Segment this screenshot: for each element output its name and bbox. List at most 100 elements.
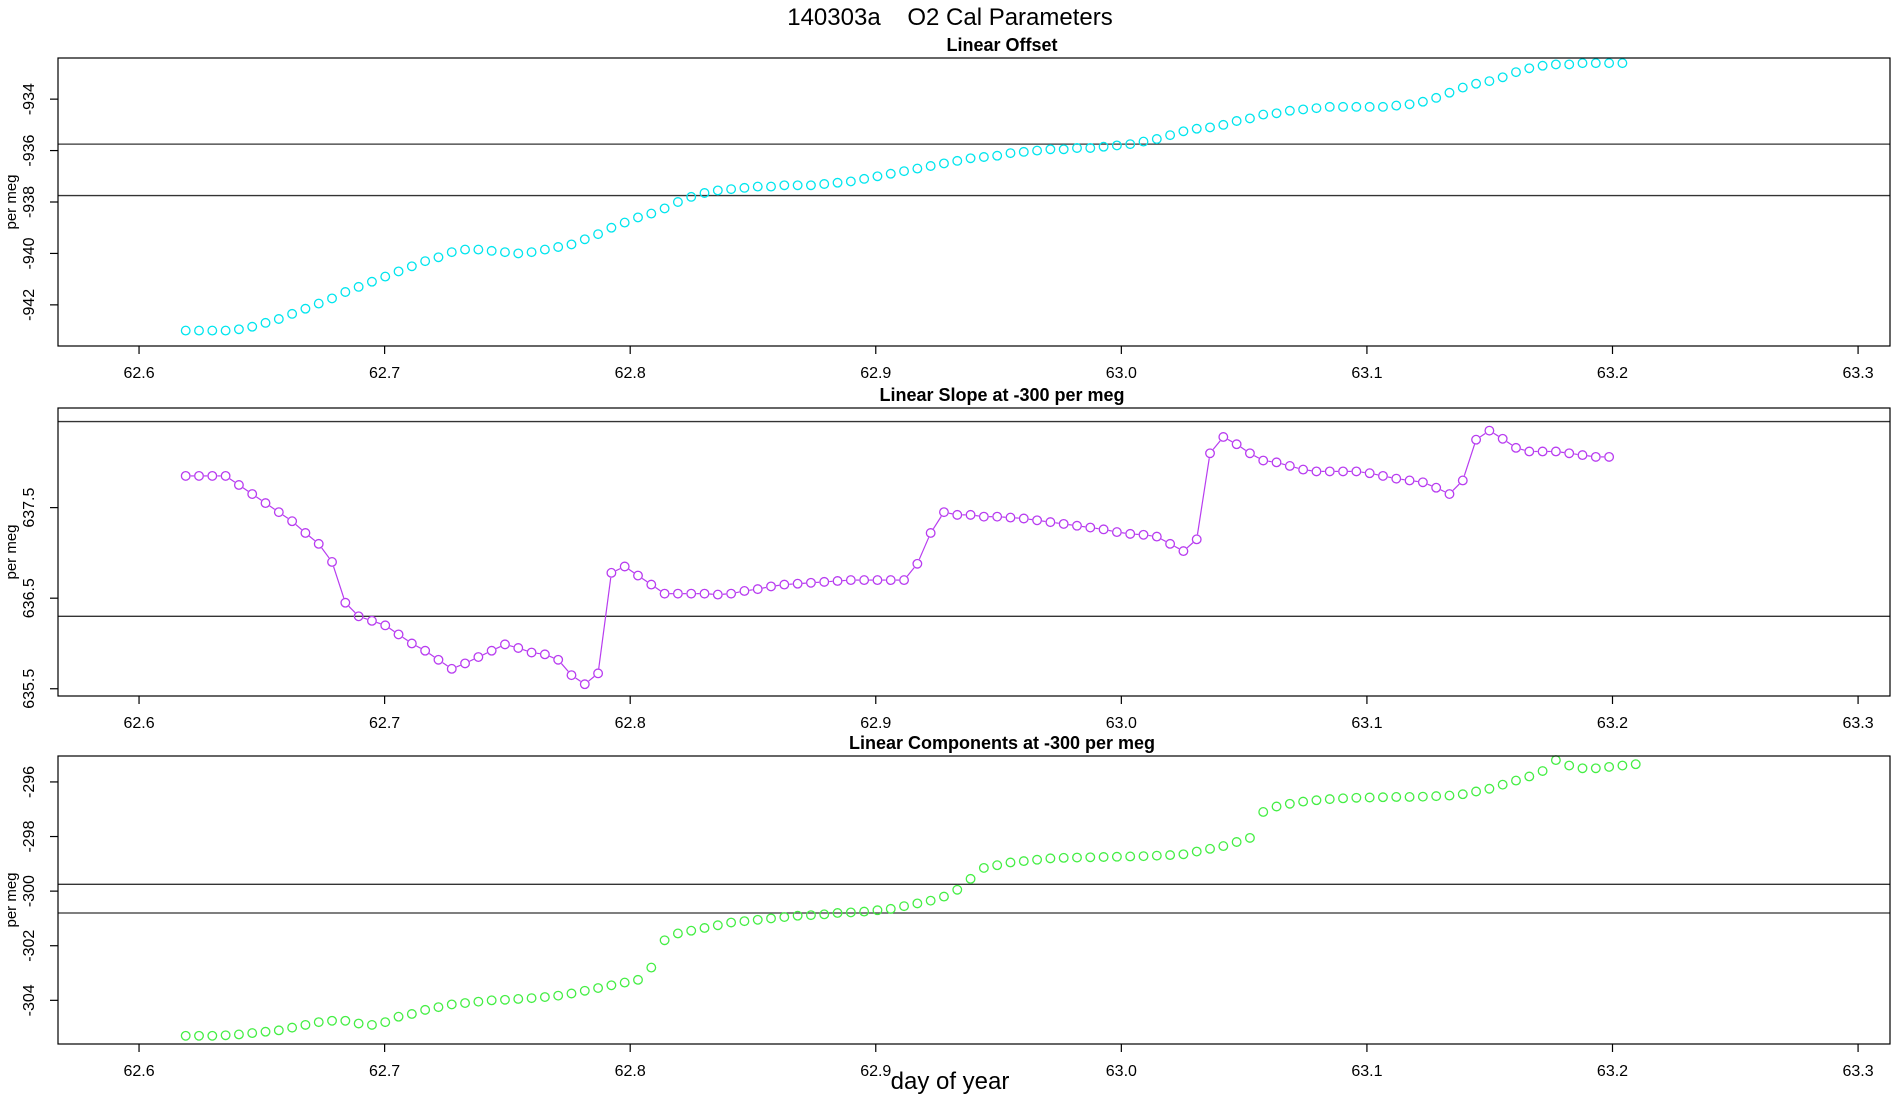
data-point bbox=[1165, 130, 1176, 141]
data-point bbox=[992, 150, 1003, 161]
data-point bbox=[965, 153, 976, 164]
data-point bbox=[1537, 446, 1548, 457]
series-segment bbox=[762, 586, 767, 589]
data-point bbox=[194, 325, 204, 336]
data-point bbox=[832, 908, 843, 918]
data-point bbox=[1005, 148, 1016, 159]
data-point bbox=[380, 1017, 391, 1028]
y-tick-label: -304 bbox=[21, 984, 38, 1016]
series-segment bbox=[641, 577, 648, 583]
data-point bbox=[313, 538, 324, 549]
data-point bbox=[366, 615, 377, 626]
data-point bbox=[1298, 104, 1309, 115]
data-point bbox=[646, 579, 657, 590]
data-point bbox=[420, 645, 431, 656]
data-point bbox=[845, 907, 856, 918]
data-point bbox=[832, 576, 843, 586]
data-point bbox=[672, 197, 683, 207]
data-point bbox=[1138, 529, 1149, 540]
data-point bbox=[366, 1019, 377, 1030]
series-segment bbox=[402, 636, 409, 642]
data-point bbox=[1391, 473, 1402, 484]
x-tick-label: 62.7 bbox=[369, 1063, 400, 1080]
data-point bbox=[1298, 796, 1309, 807]
series-segment bbox=[1506, 441, 1513, 446]
data-point bbox=[1404, 99, 1415, 110]
data-point bbox=[805, 180, 816, 191]
data-point bbox=[287, 308, 298, 319]
data-point bbox=[805, 577, 816, 588]
data-point bbox=[433, 1002, 444, 1013]
data-point bbox=[885, 575, 896, 586]
data-point bbox=[619, 561, 630, 572]
data-point bbox=[1045, 517, 1056, 528]
data-point bbox=[672, 928, 683, 939]
data-point bbox=[1604, 58, 1615, 69]
series-segment bbox=[549, 655, 554, 659]
data-point bbox=[1231, 116, 1242, 126]
data-point bbox=[952, 884, 963, 895]
series-segment bbox=[1108, 529, 1113, 532]
data-point bbox=[712, 920, 723, 931]
data-point bbox=[885, 168, 896, 179]
data-point bbox=[792, 578, 803, 589]
data-point bbox=[260, 1026, 271, 1037]
data-point bbox=[1098, 852, 1109, 862]
series-segment bbox=[1427, 483, 1432, 487]
data-point bbox=[939, 507, 949, 518]
data-point bbox=[1417, 96, 1428, 107]
data-point bbox=[766, 181, 776, 192]
data-point bbox=[1457, 475, 1468, 486]
x-tick-label: 63.0 bbox=[1106, 1063, 1137, 1080]
plot-frame bbox=[57, 407, 1891, 697]
data-point bbox=[1484, 425, 1495, 436]
data-point bbox=[819, 179, 830, 189]
data-point bbox=[1590, 58, 1601, 69]
series-segment bbox=[1240, 446, 1247, 451]
data-point bbox=[1178, 849, 1189, 860]
data-point bbox=[393, 629, 404, 640]
data-point bbox=[287, 516, 298, 527]
data-point bbox=[1098, 141, 1109, 152]
data-point bbox=[1511, 775, 1521, 786]
data-point bbox=[859, 173, 870, 184]
data-point bbox=[1511, 67, 1521, 78]
data-point bbox=[899, 166, 910, 177]
y-tick-label: 636.5 bbox=[21, 578, 38, 618]
panel-linear-slope: Linear Slope at -300 per meg 62.6 62.7 62.8… bbox=[3, 385, 1891, 732]
data-point bbox=[1258, 807, 1269, 817]
data-point bbox=[579, 679, 590, 690]
data-point bbox=[526, 993, 537, 1004]
y-tick-label: -300 bbox=[21, 875, 38, 907]
data-point bbox=[1590, 451, 1601, 462]
data-point bbox=[1151, 134, 1162, 144]
x-tick-label: 63.3 bbox=[1843, 365, 1874, 382]
series-segment bbox=[1440, 489, 1446, 493]
series-segment bbox=[1281, 463, 1286, 466]
data-point bbox=[606, 222, 617, 233]
series-segment bbox=[1254, 455, 1260, 459]
series-segment bbox=[1493, 432, 1499, 437]
data-point bbox=[207, 470, 218, 481]
data-point bbox=[1111, 851, 1122, 862]
series-segment bbox=[308, 535, 316, 542]
data-point bbox=[606, 980, 617, 991]
x-tick-label: 63.2 bbox=[1597, 365, 1628, 382]
series-segment bbox=[1479, 432, 1486, 438]
data-point bbox=[699, 588, 710, 599]
data-point bbox=[739, 585, 750, 596]
data-point bbox=[792, 910, 803, 921]
data-point bbox=[646, 208, 657, 219]
data-point bbox=[1085, 143, 1096, 153]
series-segment bbox=[269, 505, 276, 510]
data-point bbox=[260, 498, 271, 509]
data-point bbox=[1178, 126, 1189, 137]
data-point bbox=[313, 1017, 324, 1028]
data-point bbox=[380, 271, 391, 282]
data-point bbox=[845, 575, 856, 586]
data-point bbox=[1111, 527, 1122, 538]
data-point bbox=[473, 652, 484, 663]
data-point bbox=[273, 1025, 284, 1036]
data-point bbox=[513, 643, 524, 653]
